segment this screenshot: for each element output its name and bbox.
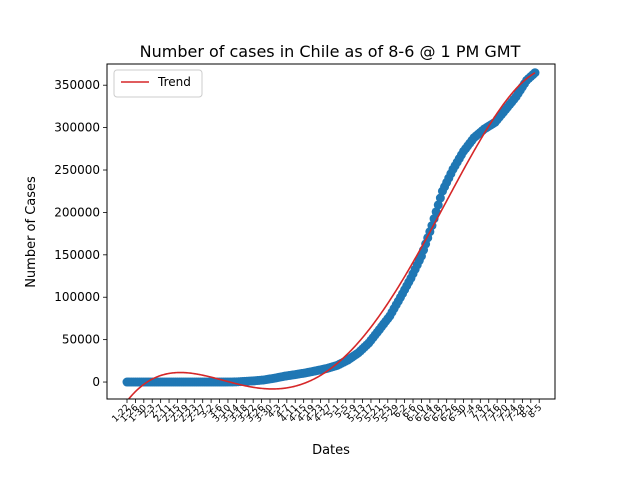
y-tick-label: 100000 [54, 290, 100, 304]
data-point [431, 207, 441, 217]
y-tick-label: 50000 [62, 333, 100, 347]
y-tick-label: 350000 [54, 78, 100, 92]
x-axis: 1-221-261-302-32-72-112-152-192-232-273-… [111, 399, 544, 425]
legend-trend-label: Trend [157, 75, 191, 89]
data-point [433, 200, 443, 210]
data-point [435, 193, 445, 203]
y-tick-label: 200000 [54, 205, 100, 219]
y-tick-label: 300000 [54, 121, 100, 135]
data-point [530, 68, 540, 78]
scatter-series [122, 68, 540, 387]
legend-box [113, 69, 203, 98]
x-axis-label: Dates [312, 443, 350, 458]
y-tick-label: 150000 [54, 248, 100, 262]
y-tick-label: 0 [92, 375, 100, 389]
y-tick-label: 250000 [54, 163, 100, 177]
plot-frame [106, 63, 556, 400]
y-axis-label: Number of Cases [24, 176, 39, 288]
trend-series [127, 72, 536, 399]
chart-title: Number of cases in Chile as of 8-6 @ 1 P… [140, 42, 521, 61]
y-axis: 0 50000 100000 150000 200000 250000 300000 3500… [54, 78, 107, 389]
legend: Trend [113, 69, 203, 98]
trend-line [127, 72, 536, 399]
